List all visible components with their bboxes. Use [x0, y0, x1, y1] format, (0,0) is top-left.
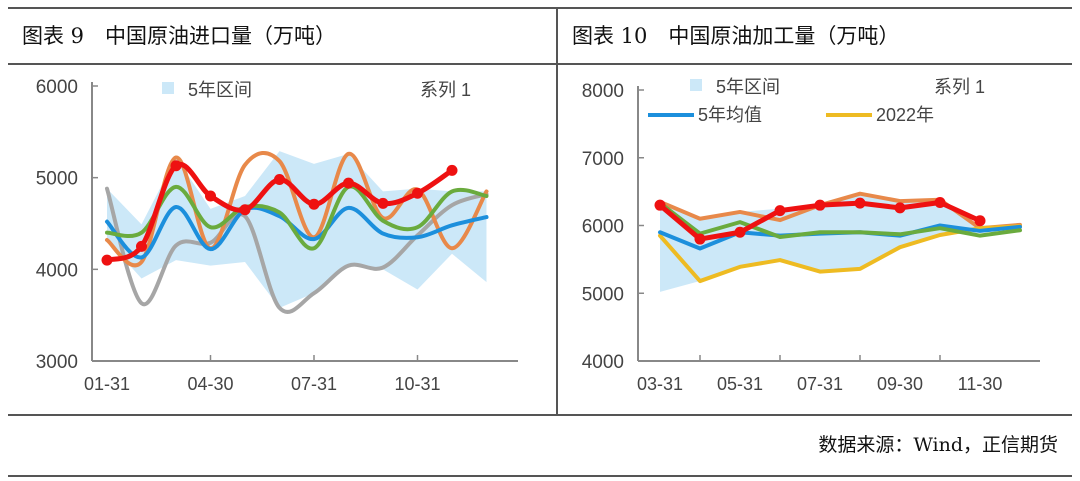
- y-tick-label: 8000: [582, 81, 624, 102]
- series-marker: [854, 197, 866, 209]
- legend-label: 系列 1: [420, 80, 471, 100]
- y-tick-label: 6000: [36, 77, 78, 98]
- series-marker: [894, 202, 906, 214]
- y-tick-label: 5000: [582, 284, 624, 305]
- x-tick-label: 11-30: [958, 374, 1003, 394]
- series-marker: [343, 177, 354, 189]
- five-year-range-band: [660, 193, 1020, 292]
- legend-label: 5年均值: [698, 105, 762, 125]
- panel-divider: [556, 8, 558, 416]
- x-tick-label: 01-31: [84, 374, 130, 394]
- legend-label: 2022年: [876, 105, 934, 125]
- series-marker: [308, 198, 320, 210]
- y-tick-label: 5000: [36, 169, 78, 190]
- y-tick-label: 7000: [582, 149, 624, 170]
- legend-swatch-band: [162, 82, 174, 94]
- header-rule: [8, 63, 1072, 65]
- y-tick-label: 4000: [582, 352, 624, 373]
- series-marker: [774, 205, 786, 217]
- chart-10-title: 图表 10 中国原油加工量（万吨）: [572, 24, 900, 48]
- series-line-green: [658, 201, 1022, 240]
- data-source: 数据来源：Wind，正信期货: [818, 434, 1058, 456]
- y-tick-label: 4000: [36, 260, 78, 281]
- y-tick-label: 6000: [582, 217, 624, 238]
- series-marker: [101, 254, 113, 266]
- y-tick-label: 3000: [36, 352, 78, 373]
- chart-crude-imports: 3000 4000 5000 6000 01-31 04-30 07-31 10-31 5年区间…: [36, 77, 518, 394]
- chart-9-title: 图表 9 中国原油进口量（万吨）: [22, 24, 337, 48]
- series-marker: [734, 226, 746, 238]
- footer-rule-top: [8, 414, 1072, 416]
- legend-label: 系列 1: [934, 77, 985, 97]
- top-rule: [8, 7, 1072, 9]
- series-marker: [239, 204, 251, 216]
- series-marker: [412, 187, 423, 199]
- x-tick-label: 07-31: [291, 374, 337, 394]
- x-tick-label: 09-30: [877, 374, 923, 394]
- series-marker: [446, 164, 458, 176]
- series-line-green: [105, 184, 489, 251]
- chart-crude-processing: 4000 5000 6000 7000 8000 03-31 05-31 07-31 09-30…: [582, 77, 1040, 394]
- series-marker: [934, 196, 946, 208]
- series-marker: [654, 199, 666, 211]
- series-marker: [974, 215, 986, 227]
- series-marker: [274, 174, 285, 185]
- legend-label: 5年区间: [716, 77, 780, 97]
- x-tick-label: 10-31: [394, 374, 440, 394]
- x-tick-label: 05-31: [717, 374, 763, 394]
- x-tick-label: 03-31: [637, 374, 683, 394]
- series-marker: [377, 197, 389, 209]
- series-marker: [136, 240, 147, 252]
- series-marker: [205, 190, 216, 202]
- legend-label: 5年区间: [188, 80, 252, 100]
- series-marker: [170, 160, 182, 172]
- series-marker: [694, 233, 706, 245]
- x-tick-label: 04-30: [187, 374, 233, 394]
- x-tick-label: 07-31: [797, 374, 843, 394]
- series-marker: [814, 199, 826, 211]
- footer-rule-bottom: [8, 475, 1072, 477]
- legend-swatch-band: [690, 79, 702, 91]
